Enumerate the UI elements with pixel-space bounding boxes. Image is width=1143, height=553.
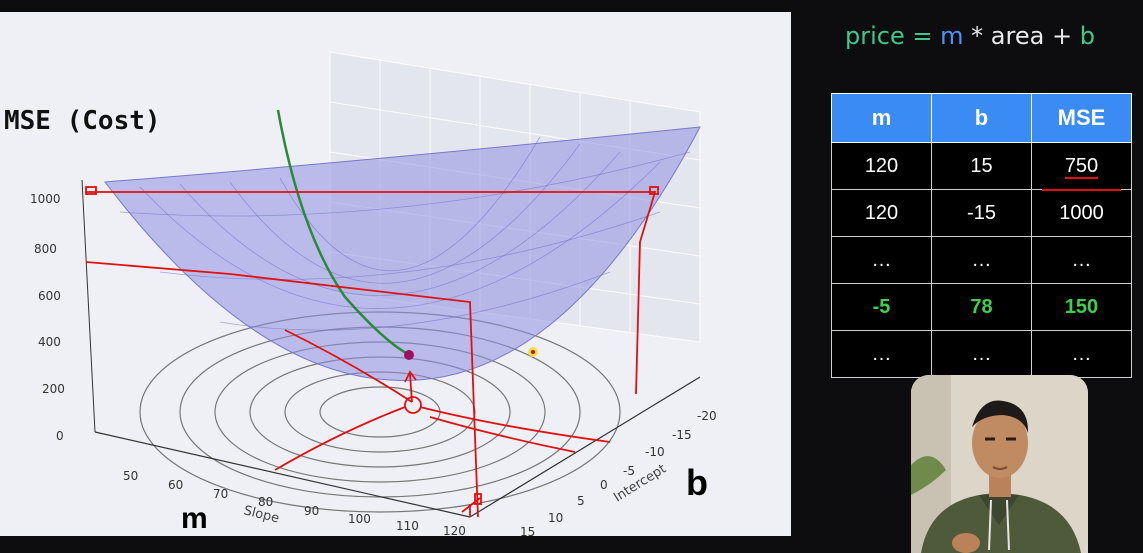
intercept-tick-neg15: -15: [672, 428, 692, 442]
z-tick-1000: 1000: [30, 192, 61, 206]
price-equation: price = m * area + b: [845, 22, 1095, 50]
eq-b: b: [1079, 22, 1095, 50]
cell-m: …: [831, 236, 932, 284]
intercept-tick-0: 0: [600, 478, 608, 492]
red-annotations: [85, 186, 659, 518]
slope-axis-line: [94, 431, 471, 518]
z-tick-0: 0: [56, 429, 64, 443]
z-tick-400: 400: [38, 335, 61, 349]
header-b: b: [931, 93, 1032, 143]
cell-mse: 750: [1031, 142, 1132, 191]
cell-mse: …: [1031, 236, 1132, 284]
cell-mse: 150: [1031, 283, 1132, 331]
z-tick-600: 600: [38, 289, 61, 303]
cell-mse: 1000: [1031, 189, 1132, 237]
z-tick-200: 200: [42, 382, 65, 396]
cell-mse: …: [1031, 330, 1132, 378]
highlight-dot-center: [531, 350, 535, 354]
intercept-axis-line: [469, 376, 701, 518]
eq-m: m: [940, 22, 964, 50]
person-icon: [911, 375, 1088, 553]
header-m: m: [831, 93, 932, 143]
gradient-descent-path: [276, 109, 409, 356]
intercept-tick-15: 15: [520, 525, 535, 536]
presenter-webcam: [911, 375, 1088, 553]
slope-tick-80: 80: [258, 495, 273, 509]
slope-tick-90: 90: [304, 504, 319, 518]
cell-m: 120: [831, 142, 932, 190]
mse-table: m b MSE 120 15 750 120 -15 1000 … … … -5…: [831, 93, 1132, 378]
intercept-tick-5: 5: [577, 494, 585, 508]
intercept-tick-10: 10: [548, 511, 563, 525]
intercept-axis-label: Intercept: [611, 462, 669, 506]
cell-mse-underlined: 750: [1064, 154, 1099, 179]
cell-b: 78: [931, 283, 1032, 331]
eq-price: price: [845, 22, 905, 50]
intercept-tick-neg10: -10: [645, 445, 665, 459]
minimum-point: [404, 350, 414, 360]
eq-multiply: *: [971, 22, 984, 50]
slope-tick-60: 60: [168, 478, 183, 492]
cell-m: …: [831, 330, 932, 378]
table-row: 120 15 750: [831, 142, 1132, 191]
eq-plus: +: [1051, 22, 1073, 50]
cell-b: 15: [931, 142, 1032, 190]
slope-tick-50: 50: [123, 469, 138, 483]
slope-tick-70: 70: [213, 487, 228, 501]
b-annotation: b: [686, 462, 708, 503]
cell-m: 120: [831, 189, 932, 237]
header-mse: MSE: [1031, 93, 1132, 143]
slope-axis-label: Slope: [242, 503, 281, 526]
table-row: … … …: [831, 330, 1132, 378]
cost-axis-label: MSE (Cost): [4, 106, 161, 136]
z-tick-800: 800: [34, 242, 57, 256]
slope-tick-110: 110: [396, 519, 419, 533]
cell-b: -15: [931, 189, 1032, 237]
m-annotation: m: [181, 502, 208, 535]
table-header-row: m b MSE: [831, 93, 1132, 143]
mse-surface-plot: 1000 800 600 400 200 0 50 60 70 80 90 10…: [30, 51, 717, 536]
cell-b: …: [931, 330, 1032, 378]
slope-tick-120: 120: [443, 524, 466, 536]
z-axis-line: [81, 179, 96, 433]
eq-area: area: [990, 22, 1045, 50]
table-row: … … …: [831, 236, 1132, 284]
intercept-tick-neg5: -5: [623, 464, 635, 478]
table-row-best: -5 78 150: [831, 283, 1132, 331]
cell-b: …: [931, 236, 1032, 284]
cell-m: -5: [831, 283, 932, 331]
table-row: 120 -15 1000: [831, 189, 1132, 237]
cost-surface: [104, 126, 701, 382]
slope-tick-100: 100: [348, 512, 371, 526]
plot-panel: 1000 800 600 400 200 0 50 60 70 80 90 10…: [0, 12, 791, 536]
intercept-tick-neg20: -20: [697, 409, 717, 423]
red-underline-mark: [1042, 189, 1121, 191]
eq-equals: =: [912, 22, 933, 50]
